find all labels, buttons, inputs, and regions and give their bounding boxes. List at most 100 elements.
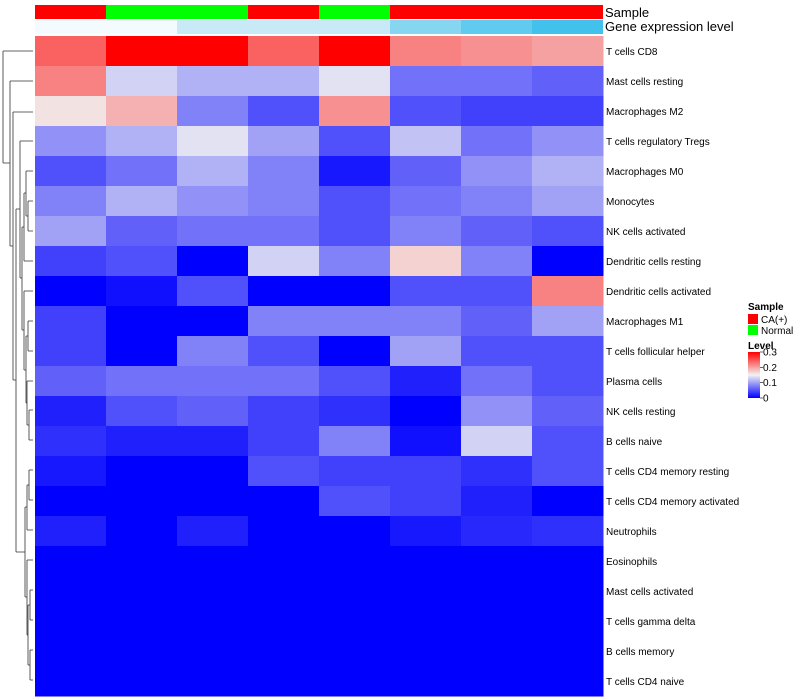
heatmap-cell <box>35 336 107 367</box>
heatmap-cell <box>532 96 604 127</box>
annotation-sample-cell <box>390 5 461 19</box>
heatmap-cell <box>532 516 604 547</box>
dendrogram-branch <box>29 589 33 621</box>
heatmap-cell <box>532 306 604 337</box>
heatmap-cell <box>35 396 107 427</box>
heatmap-cell <box>319 606 391 637</box>
heatmap-cell <box>319 666 391 697</box>
heatmap-cell <box>35 576 107 607</box>
heatmap-cell <box>461 516 533 547</box>
heatmap-cell <box>319 516 391 547</box>
heatmap-cell <box>35 636 107 667</box>
legend-level-tick-label: 0.2 <box>763 363 777 374</box>
row-label: Macrophages M1 <box>606 317 684 328</box>
row-label: T cells CD4 naive <box>606 677 685 688</box>
legend-label-ca: CA(+) <box>761 315 787 326</box>
heatmap-cell <box>35 276 107 307</box>
heatmap-cell <box>461 66 533 97</box>
row-labels: T cells CD8 Mast cells resting Macrophages… <box>606 47 739 688</box>
row-label: T cells follicular helper <box>606 347 705 358</box>
heatmap-cell <box>106 486 178 517</box>
row-label: Dendritic cells resting <box>606 257 701 268</box>
legend-level-ticks: 0.3 0.2 0.1 0 <box>760 348 777 405</box>
heatmap-cell <box>461 396 533 427</box>
heatmap-cell <box>319 156 391 187</box>
heatmap-cell <box>106 366 178 397</box>
heatmap-cell <box>248 666 320 697</box>
annotation-expression-cell <box>532 20 603 34</box>
heatmap-cell <box>390 486 462 517</box>
heatmap-cell <box>248 126 320 157</box>
legend-sample-title: Sample <box>748 302 784 313</box>
heatmap-cell <box>106 246 178 277</box>
row-label: Macrophages M2 <box>606 107 684 118</box>
heatmap-cell <box>248 246 320 277</box>
heatmap-cells <box>35 36 604 697</box>
annotation-expression-cell <box>319 20 390 34</box>
heatmap-cell <box>106 426 178 457</box>
heatmap-cell <box>35 456 107 487</box>
annotation-sample-cell <box>461 5 532 19</box>
heatmap-cell <box>35 366 107 397</box>
heatmap-cell <box>319 456 391 487</box>
heatmap-cell <box>319 636 391 667</box>
row-label: T cells gamma delta <box>606 617 696 628</box>
heatmap-cell <box>35 486 107 517</box>
heatmap-cell <box>390 396 462 427</box>
heatmap-cell <box>106 516 178 547</box>
heatmap-cell <box>177 606 249 637</box>
annotation-sample-cell <box>319 5 390 19</box>
legend-level-tick-label: 0 <box>763 394 769 405</box>
row-label: T cells CD4 memory resting <box>606 467 729 478</box>
legend-level-tick-label: 0.1 <box>763 378 777 389</box>
heatmap-cell <box>390 636 462 667</box>
heatmap-cell <box>532 156 604 187</box>
heatmap-cell <box>248 276 320 307</box>
heatmap-cell <box>248 456 320 487</box>
legend: Sample CA(+) Normal Level 0.3 0.2 0.1 0 <box>748 302 793 405</box>
heatmap-cell <box>319 246 391 277</box>
heatmap-cell <box>106 336 178 367</box>
heatmap-cell <box>248 36 320 67</box>
heatmap-cell <box>532 426 604 457</box>
row-label: Eosinophils <box>606 557 657 568</box>
dendrogram-branch <box>27 200 33 232</box>
heatmap-cell <box>319 276 391 307</box>
heatmap-cell <box>461 546 533 577</box>
heatmap-cell <box>390 366 462 397</box>
heatmap-cell <box>532 576 604 607</box>
row-label: NK cells activated <box>606 227 685 238</box>
legend-label-normal: Normal <box>761 326 793 337</box>
heatmap-cell <box>532 186 604 217</box>
heatmap-cell <box>177 576 249 607</box>
dendrogram-branch <box>27 320 33 352</box>
heatmap-cell <box>35 186 107 217</box>
heatmap-cell <box>390 576 462 607</box>
heatmap-cell <box>177 186 249 217</box>
annotation-sample-cell <box>35 5 106 19</box>
heatmap-cell <box>106 96 178 127</box>
heatmap-cell <box>461 486 533 517</box>
dendrogram-branch <box>2 50 33 164</box>
row-dendrogram <box>2 50 33 681</box>
heatmap-cell <box>248 486 320 517</box>
heatmap-cell <box>248 396 320 427</box>
heatmap-cell <box>106 156 178 187</box>
dendrogram-branch <box>26 380 33 426</box>
heatmap-cell <box>248 606 320 637</box>
heatmap-cell <box>106 276 178 307</box>
heatmap-cell <box>248 516 320 547</box>
heatmap-cell <box>390 276 462 307</box>
dendrogram-branch <box>21 226 24 331</box>
row-label: T cells CD8 <box>606 47 658 58</box>
row-label: Neutrophils <box>606 527 657 538</box>
heatmap-cell <box>461 246 533 277</box>
heatmap-cell <box>35 666 107 697</box>
heatmap-cell <box>177 276 249 307</box>
annotation-sample-cell <box>177 5 248 19</box>
heatmap-cell <box>177 636 249 667</box>
legend-level-tick-label: 0.3 <box>763 348 777 359</box>
column-annotations <box>35 5 603 34</box>
heatmap-cell <box>319 426 391 457</box>
